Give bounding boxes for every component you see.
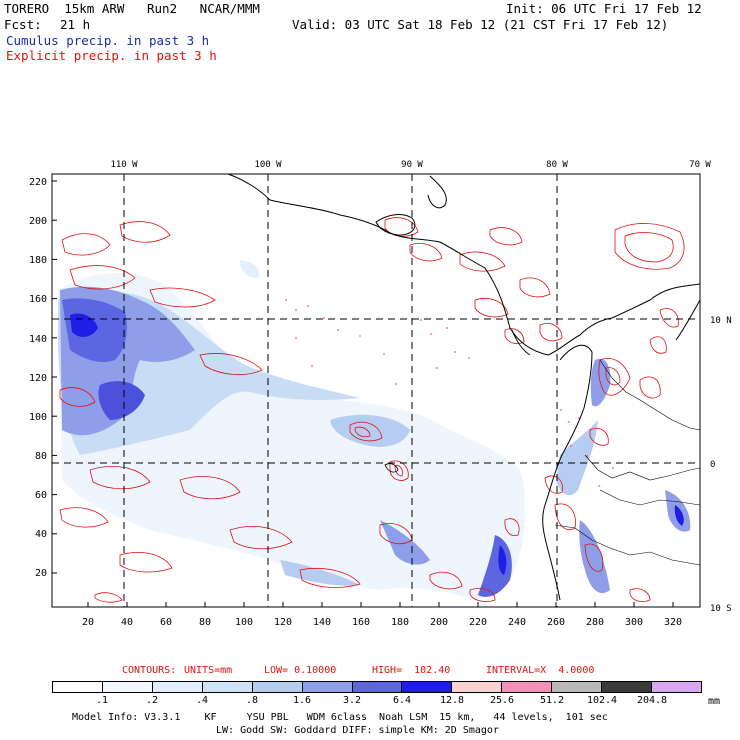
colorbar-swatch [652,682,701,692]
x-tick-label: 40 [121,617,133,628]
x-tick-label: 300 [625,617,643,628]
model-title: TORERO 15km ARW Run2 NCAR/MMM [4,1,260,16]
y-axis-ticks [52,180,57,574]
precip-field [58,217,691,603]
x-tick-label: 140 [313,617,331,628]
y-tick-label: 200 [29,216,47,227]
colorbar-label: .2 [145,695,159,706]
cumulus-shading [58,260,691,599]
forecast-hour: 21 h [60,17,91,32]
colorbar-label: 51.2 [539,695,565,706]
colorbar-swatch [252,682,303,692]
colorbar-swatch [202,682,253,692]
contours-high: HIGH= 102.40 [372,665,451,676]
colorbar-label: .1 [95,695,109,706]
y-tick-label: 60 [35,490,47,501]
x-tick-label: 160 [352,617,370,628]
lon-label: 80 W [546,160,568,170]
graticule [52,174,700,607]
contours-label: CONTOURS: [122,665,177,676]
lat-label: 10 S [710,604,732,614]
colorbar-label: 12.8 [439,695,465,706]
coastlines [227,173,701,601]
colorbar-label: 102.4 [586,695,618,706]
colorbar-label: .8 [245,695,259,706]
colorbar-label: 3.2 [342,695,362,706]
y-tick-label: 180 [29,255,47,266]
y-tick-label: 80 [35,451,47,462]
x-tick-label: 220 [469,617,487,628]
colorbar-swatch [602,682,653,692]
model-info-line2: LW: Godd SW: Goddard DIFF: simple KM: 2D… [216,725,499,736]
x-tick-label: 20 [82,617,94,628]
colorbar-labels: .1 .2 .4 .8 1.6 3.2 6.4 12.8 25.6 51.2 102.4 204.8 [0,695,740,707]
colorbar-label: 6.4 [392,695,412,706]
lat-label: 10 N [710,316,732,326]
colorbar [52,681,702,693]
lat-label: 0 [710,460,715,470]
y-tick-label: 40 [35,529,47,540]
colorbar-swatch [552,682,603,692]
colorbar-swatch [302,682,353,692]
x-tick-label: 180 [391,617,409,628]
contours-low: LOW= 0.10000 [264,665,337,676]
forecast-label: Fcst: [4,17,42,32]
colorbar-swatch [352,682,403,692]
map-frame [51,173,701,608]
y-tick-label: 20 [35,568,47,579]
colorbar-label: 204.8 [636,695,668,706]
x-axis-ticks [87,602,674,607]
colorbar-label: .4 [195,695,209,706]
colorbar-swatch [452,682,503,692]
colorbar-label: 25.6 [489,695,515,706]
colorbar-swatch [53,682,103,692]
y-tick-label: 100 [29,412,47,423]
explicit-contours [59,217,685,603]
x-tick-label: 320 [664,617,682,628]
x-tick-label: 280 [586,617,604,628]
x-tick-label: 80 [199,617,211,628]
colorbar-swatch [152,682,203,692]
colorbar-swatch [402,682,453,692]
lon-label: 90 W [401,160,423,170]
legend-cumulus: Cumulus precip. in past 3 h [6,33,210,48]
y-tick-label: 220 [29,177,47,188]
x-tick-label: 60 [160,617,172,628]
colorbar-swatch [102,682,153,692]
colorbar-unit: mm [708,696,721,707]
legend-explicit: Explicit precip. in past 3 h [6,48,217,63]
x-tick-label: 260 [547,617,565,628]
contours-interval: INTERVAL=X 4.0000 [486,665,595,676]
valid-time: Valid: 03 UTC Sat 18 Feb 12 (21 CST Fri … [292,17,669,32]
model-info-line1: Model Info: V3.3.1 KF YSU PBL WDM 6class… [72,712,608,723]
x-tick-label: 120 [274,617,292,628]
x-tick-label: 240 [508,617,526,628]
y-tick-label: 120 [29,373,47,384]
colorbar-label: 1.6 [292,695,312,706]
lon-label: 100 W [254,160,282,170]
lon-label: 70 W [689,160,711,170]
contours-units: UNITS=mm [184,665,233,676]
x-tick-label: 200 [430,617,448,628]
colorbar-swatch [502,682,553,692]
y-tick-label: 160 [29,294,47,305]
init-time: Init: 06 UTC Fri 17 Feb 12 [506,1,702,16]
y-tick-label: 140 [29,334,47,345]
x-tick-label: 100 [235,617,253,628]
lon-label: 110 W [110,160,138,170]
